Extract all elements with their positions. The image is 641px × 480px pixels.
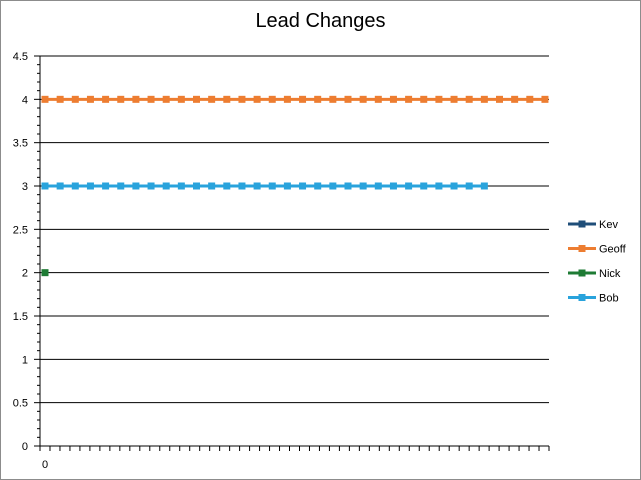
data-point-bob [71, 182, 79, 190]
data-point-bob [147, 182, 155, 190]
data-point-geoff [102, 95, 110, 103]
data-point-geoff [253, 95, 261, 103]
y-tick-label: 1 [22, 354, 28, 366]
data-point-bob [41, 182, 49, 190]
data-point-geoff [450, 95, 458, 103]
legend-label-geoff: Geoff [599, 244, 627, 256]
data-point-bob [359, 182, 367, 190]
data-point-geoff [268, 95, 276, 103]
data-point-bob [253, 182, 261, 190]
y-tick-label: 2.5 [13, 224, 28, 236]
data-point-geoff [541, 95, 549, 103]
data-point-bob [389, 182, 397, 190]
y-tick-label: 1.5 [13, 311, 28, 323]
data-point-geoff [56, 95, 64, 103]
series-layer [41, 95, 549, 277]
legend-label-kev: Kev [599, 219, 618, 231]
data-point-bob [480, 182, 488, 190]
data-point-geoff [374, 95, 382, 103]
data-point-geoff [41, 95, 49, 103]
data-point-nick [41, 269, 49, 277]
data-point-geoff [132, 95, 140, 103]
data-point-geoff [465, 95, 473, 103]
data-point-geoff [162, 95, 170, 103]
data-point-bob [374, 182, 382, 190]
data-point-bob [208, 182, 216, 190]
y-tick-label: 4.5 [13, 51, 28, 63]
data-point-geoff [193, 95, 200, 103]
data-point-geoff [511, 95, 519, 103]
data-point-bob [329, 182, 337, 190]
y-tick-label: 4 [22, 94, 28, 106]
data-point-bob [465, 182, 473, 190]
data-point-bob [102, 182, 110, 190]
legend-label-nick: Nick [599, 268, 621, 280]
data-point-bob [420, 182, 428, 190]
data-point-geoff [299, 95, 307, 103]
legend-marker-kev [578, 220, 586, 228]
data-point-geoff [147, 95, 155, 103]
data-point-geoff [238, 95, 246, 103]
data-point-geoff [283, 95, 291, 103]
data-point-bob [299, 182, 307, 190]
legend-layer: Kev Geoff Nick Bob [568, 219, 627, 305]
data-point-geoff [435, 95, 443, 103]
legend-marker-geoff [578, 245, 586, 252]
data-point-bob [193, 182, 200, 190]
y-tick-label: 2 [22, 268, 28, 280]
data-point-geoff [117, 95, 125, 103]
data-point-bob [450, 182, 458, 190]
data-point-bob [223, 182, 231, 190]
data-point-bob [314, 182, 322, 190]
y-tick-label: 0 [22, 441, 28, 453]
legend-marker-nick [578, 269, 586, 277]
data-point-bob [405, 182, 413, 190]
axis-layer: 0 0.5 1 1.5 2 2.5 3 3.5 4 4.5 0 [13, 51, 550, 471]
data-point-geoff [496, 95, 503, 103]
data-point-bob [132, 182, 140, 190]
data-point-geoff [86, 95, 94, 103]
data-point-bob [238, 182, 246, 190]
data-point-geoff [71, 95, 79, 103]
data-point-geoff [405, 95, 413, 103]
y-tick-label: 3.5 [13, 138, 28, 150]
data-point-bob [86, 182, 94, 190]
data-point-bob [435, 182, 443, 190]
data-point-geoff [389, 95, 397, 103]
y-tick-label: 3 [22, 181, 28, 193]
data-point-bob [56, 182, 64, 190]
data-point-bob [283, 182, 291, 190]
data-point-bob [162, 182, 170, 190]
data-point-bob [177, 182, 185, 190]
data-point-geoff [314, 95, 322, 103]
data-point-geoff [177, 95, 185, 103]
data-point-geoff [344, 95, 352, 103]
chart-title: Lead Changes [255, 10, 386, 32]
data-point-geoff [359, 95, 367, 103]
data-point-bob [344, 182, 352, 190]
data-point-geoff [526, 95, 534, 103]
data-point-geoff [208, 95, 216, 103]
legend-label-bob: Bob [599, 293, 619, 305]
x-tick-label: 0 [42, 459, 48, 471]
data-point-geoff [420, 95, 428, 103]
data-point-bob [117, 182, 125, 190]
y-tick-label: 0.5 [13, 398, 28, 410]
data-point-geoff [480, 95, 488, 103]
data-point-bob [268, 182, 276, 190]
legend-marker-bob [578, 294, 586, 301]
data-point-geoff [329, 95, 337, 103]
data-point-geoff [223, 95, 231, 103]
grid-layer [40, 55, 549, 404]
